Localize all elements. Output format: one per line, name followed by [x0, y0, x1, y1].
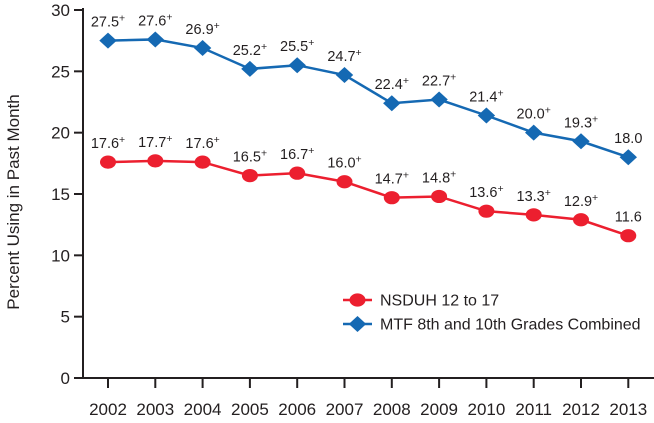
data-point-marker-circle — [241, 169, 258, 183]
x-tick-label: 2009 — [420, 400, 458, 419]
x-tick-label: 2008 — [373, 400, 411, 419]
data-point-label: 13.3+ — [517, 187, 551, 205]
data-point-marker-diamond — [335, 67, 354, 84]
data-point-label: 25.5+ — [280, 37, 314, 55]
data-point-marker-diamond — [619, 149, 637, 166]
x-tick-label: 2010 — [467, 400, 505, 419]
y-tick-label: 25 — [51, 62, 70, 81]
legend-label: NSDUH 12 to 17 — [380, 293, 499, 310]
data-point-label: 13.6+ — [469, 183, 503, 201]
data-point-marker-diamond — [383, 95, 401, 112]
data-point-label: 27.6+ — [138, 11, 172, 29]
y-tick-label: 0 — [61, 369, 70, 388]
series-nsduh: 17.6+ 17.7+ 17.6+ 16.5+ 16.7+ 16.0+ 14.7+ 14.8+… — [91, 133, 642, 243]
legend-label: MTF 8th and 10th Grades Combined — [380, 317, 641, 334]
data-point-marker-circle — [620, 229, 637, 243]
y-tick-label: 30 — [51, 1, 70, 20]
data-point-marker-diamond — [146, 31, 164, 48]
legend: NSDUH 12 to 17 MTF 8th and 10th Grades Co… — [343, 293, 641, 334]
x-tick-label: 2003 — [136, 400, 174, 419]
data-point-marker-circle — [100, 155, 116, 169]
y-axis-title: Percent Using in Past Month — [4, 94, 23, 309]
data-point-marker-circle — [383, 191, 400, 205]
x-tick-label: 2002 — [89, 400, 127, 419]
data-point-label: 18.0 — [614, 131, 642, 147]
data-point-marker-diamond — [477, 107, 496, 124]
data-point-marker-diamond — [430, 91, 448, 108]
data-point-label: 16.7+ — [280, 145, 314, 163]
data-point-marker-circle — [336, 175, 353, 189]
data-point-label: 22.4+ — [375, 75, 409, 93]
series-mtf: 27.5+ 27.6+ 26.9+ 25.2+ 25.5+ 24.7+ 22.4+ 22.7+… — [91, 11, 642, 166]
x-tick-label: 2013 — [609, 400, 647, 419]
data-point-label: 11.6 — [615, 210, 642, 226]
data-point-label: 14.7+ — [375, 170, 409, 188]
data-point-marker-circle — [194, 155, 211, 169]
data-point-label: 24.7+ — [327, 47, 361, 65]
data-point-label: 17.6+ — [185, 134, 219, 152]
data-point-label: 22.7+ — [422, 72, 456, 90]
x-tick-label: 2012 — [562, 400, 600, 419]
data-point-label: 19.3+ — [564, 113, 598, 131]
data-point-marker-circle — [289, 166, 306, 180]
x-tick-label: 2004 — [184, 400, 222, 419]
y-tick-label: 15 — [51, 185, 70, 204]
data-point-label: 17.7+ — [138, 133, 172, 151]
data-point-label: 16.5+ — [233, 148, 267, 166]
y-tick-label: 10 — [51, 246, 70, 265]
data-point-marker-diamond — [99, 32, 117, 49]
data-point-label: 27.5+ — [91, 13, 125, 31]
data-point-marker-diamond — [193, 40, 212, 57]
legend-item: NSDUH 12 to 17 — [343, 293, 499, 310]
data-point-marker-diamond — [572, 133, 590, 150]
data-point-label: 20.0+ — [517, 105, 551, 123]
data-point-label: 25.2+ — [233, 41, 267, 59]
legend-item: MTF 8th and 10th Grades Combined — [343, 316, 641, 334]
data-point-label: 16.0+ — [327, 154, 361, 172]
data-point-marker-diamond — [288, 57, 306, 74]
x-tick-label: 2007 — [326, 400, 364, 419]
data-point-marker-circle — [525, 208, 542, 222]
data-point-marker-diamond — [348, 316, 367, 332]
data-point-label: 17.6+ — [91, 134, 125, 152]
data-point-label: 21.4+ — [469, 87, 503, 105]
x-tick-label: 2005 — [231, 400, 269, 419]
data-point-marker-circle — [431, 189, 448, 204]
y-tick-label: 5 — [61, 308, 70, 327]
x-axis-ticks: 2002 2003 2004 2005 2006 2007 2008 2009 2010 2011… — [89, 379, 647, 419]
data-point-marker-circle — [573, 213, 589, 227]
data-point-marker-diamond — [525, 124, 543, 141]
y-axis-ticks: 0 5 10 15 20 25 30 — [51, 1, 83, 388]
data-point-label: 26.9+ — [185, 20, 219, 38]
data-point-marker-circle — [349, 293, 366, 307]
series-line — [107, 38, 629, 159]
y-tick-label: 20 — [51, 124, 70, 143]
data-point-label: 14.8+ — [422, 168, 456, 186]
data-point-marker-circle — [478, 204, 495, 218]
data-point-label: 12.9+ — [564, 192, 598, 210]
data-point-marker-circle — [147, 154, 164, 168]
data-point-marker-diamond — [241, 60, 259, 77]
x-tick-label: 2011 — [515, 400, 552, 419]
x-tick-label: 2006 — [278, 400, 316, 419]
